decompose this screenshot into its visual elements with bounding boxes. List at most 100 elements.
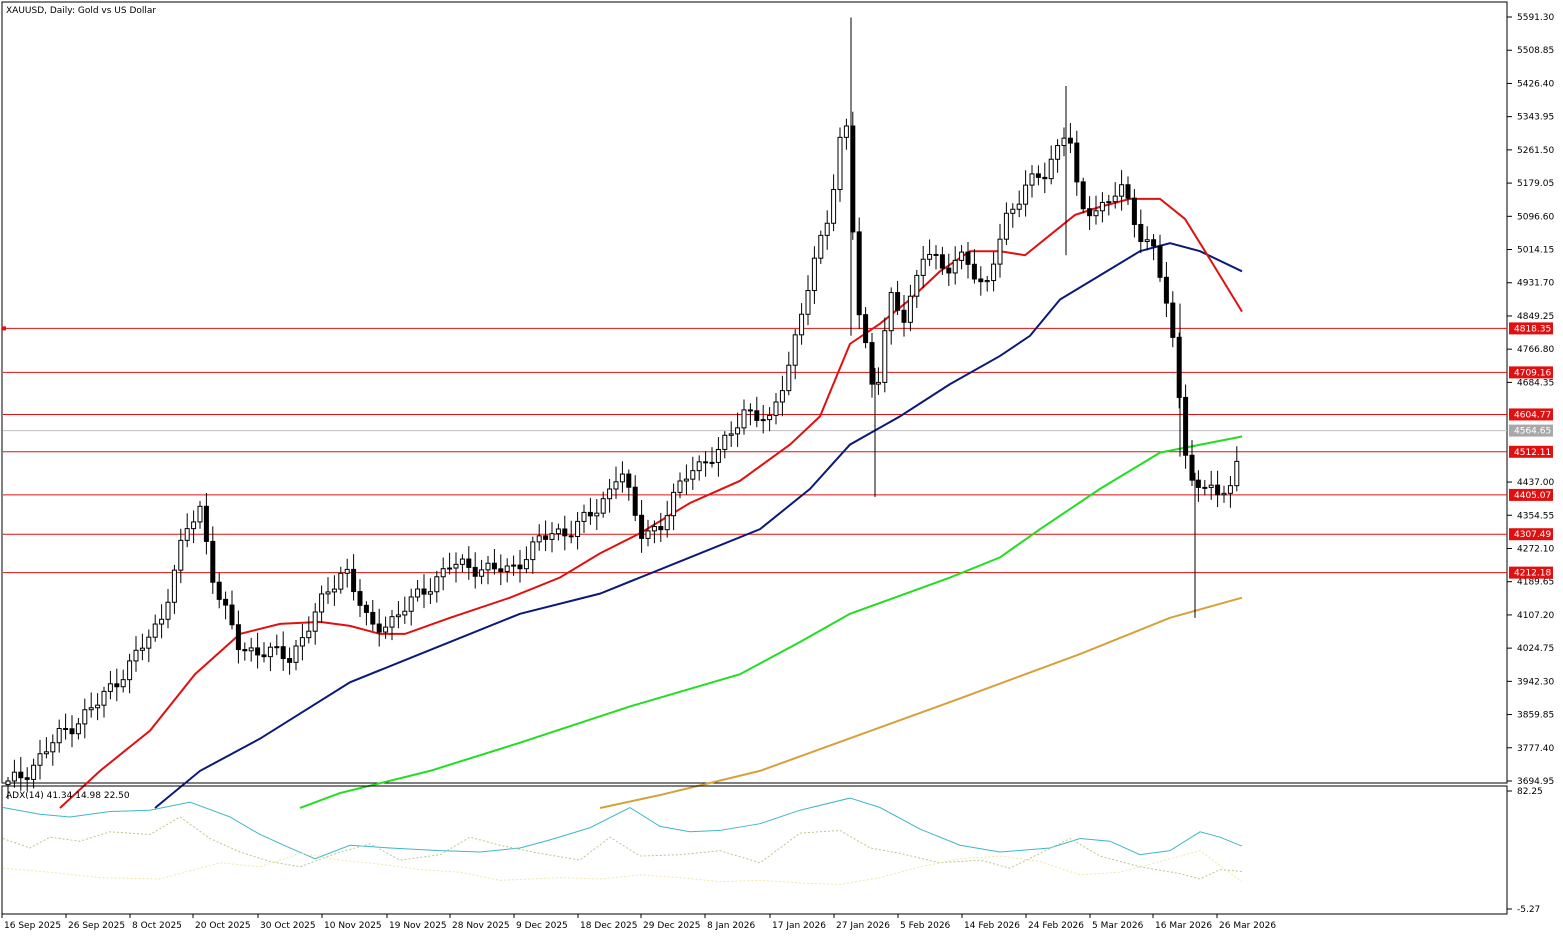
candle-bullish [735,427,741,435]
main-price-panel[interactable] [1,1,1508,784]
candle-bullish [1010,208,1016,214]
candle-bearish [229,604,235,626]
candle-bearish [363,604,369,613]
candle-bullish [1227,485,1233,494]
candle-bullish [594,512,600,517]
candle-bearish [1163,276,1169,304]
candle-bullish [274,646,280,649]
price-tags: 4818.35 4709.16 4604.77 4512.11 4405.07 4307.… [2,322,1553,579]
date-tick-label: 26 Mar 2026 [1219,921,1276,931]
price-tick-label: 4354.55 [1517,511,1554,521]
candle-bullish [683,478,689,482]
candle-bearish [1080,181,1086,210]
price-tick-label: 4024.75 [1517,644,1554,654]
candle-bearish [1035,173,1041,178]
candle-bearish [216,581,222,600]
candle-bullish [575,520,581,537]
candle-bearish [223,598,229,606]
date-tick-label: 16 Sep 2025 [4,921,61,931]
price-tick-label: 5343.95 [1517,113,1554,123]
ma50-polyline [154,242,1243,809]
date-tick-label: 26 Sep 2025 [68,921,125,931]
candle-bullish [651,526,657,532]
candle-bullish [56,728,62,744]
candle-bullish [82,709,88,725]
candle-bullish [824,222,830,236]
candle-bearish [1157,245,1163,278]
candle-bullish [767,414,773,421]
price-tick-label: 4107.20 [1517,611,1554,621]
candle-bearish [895,292,901,311]
ma50-line [154,242,1243,809]
candle-bullish [536,535,542,543]
candle-bearish [466,558,472,568]
adx-tick-label: -5.27 [1517,905,1540,915]
candlesticks [5,17,1240,800]
candle-bullish [728,433,734,436]
candle-bullish [11,771,17,782]
candle-bullish [920,258,926,276]
price-tick-label: 4437.00 [1517,478,1554,488]
price-tick-label: 4766.80 [1517,345,1554,355]
candle-bearish [491,562,497,570]
candle-bullish [677,480,683,493]
candle-bullish [882,330,888,383]
candle-bullish [1119,184,1125,197]
candle-bullish [248,647,254,652]
candle-bearish [703,461,709,464]
candle-bullish [1048,158,1054,180]
level-price-tag [1509,528,1553,541]
candle-bullish [95,704,101,709]
candle-bullish [171,569,177,603]
date-tick-label: 30 Oct 2025 [260,921,316,931]
date-tick-label: 18 Dec 2025 [580,921,638,931]
candle-bullish [146,636,152,649]
candle-bullish [344,568,350,574]
price-tick-label: 5591.30 [1517,13,1554,23]
candle-bearish [747,409,753,412]
candle-bearish [1183,396,1189,456]
candle-bearish [210,540,216,583]
candle-bullish [671,491,677,517]
candle-bullish [952,259,958,274]
candle-bullish [760,419,766,422]
candle-bearish [287,658,293,663]
candle-bullish [831,189,837,224]
candle-bearish [472,566,478,577]
ma200-polyline [599,596,1243,809]
candle-bearish [1170,302,1176,338]
candle-bearish [1042,176,1048,180]
candle-bullish [395,614,401,618]
candle-bearish [1176,336,1182,398]
candle-bullish [191,521,197,530]
candle-bullish [607,488,613,500]
candle-bullish [485,562,491,571]
ma100-line [299,435,1243,809]
candle-bullish [159,618,165,625]
candle-bullish [31,764,37,780]
candle-bullish [101,690,107,706]
adx-panel-frame [1,785,1508,915]
date-tick-label: 29 Dec 2025 [643,921,701,931]
candle-bullish [888,292,894,332]
candle-bullish [991,263,997,282]
candle-bullish [1112,195,1118,203]
candle-bullish [415,588,421,598]
candle-bullish [1016,203,1022,210]
date-tick-label: 27 Jan 2026 [836,921,890,931]
price-tick-label: 4272.10 [1517,544,1554,554]
candle-bullish [319,593,325,613]
date-tick-label: 28 Nov 2025 [452,921,510,931]
price-tick-label: 4931.70 [1517,279,1554,289]
candle-bullish [306,630,312,639]
candle-bearish [658,526,664,531]
candle-bearish [901,309,907,323]
candle-bearish [978,278,984,283]
adx-indicator-panel[interactable] [1,785,1508,915]
price-tick-label: 5261.50 [1517,146,1554,156]
candle-bearish [933,253,939,256]
candle-bullish [152,623,158,638]
candle-bullish [178,539,184,571]
